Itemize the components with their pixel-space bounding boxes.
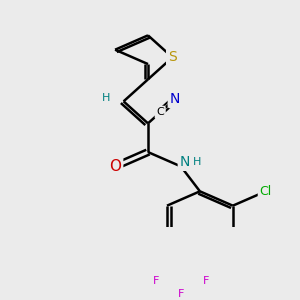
Text: F: F: [178, 289, 184, 299]
Text: S: S: [168, 50, 177, 64]
Text: H: H: [193, 157, 201, 167]
Text: F: F: [153, 275, 159, 286]
Text: C: C: [156, 107, 164, 117]
Text: F: F: [203, 275, 209, 286]
Text: N: N: [180, 155, 190, 169]
Text: H: H: [101, 93, 110, 103]
Text: Cl: Cl: [260, 185, 272, 198]
Text: N: N: [170, 92, 180, 106]
Text: O: O: [109, 159, 121, 174]
